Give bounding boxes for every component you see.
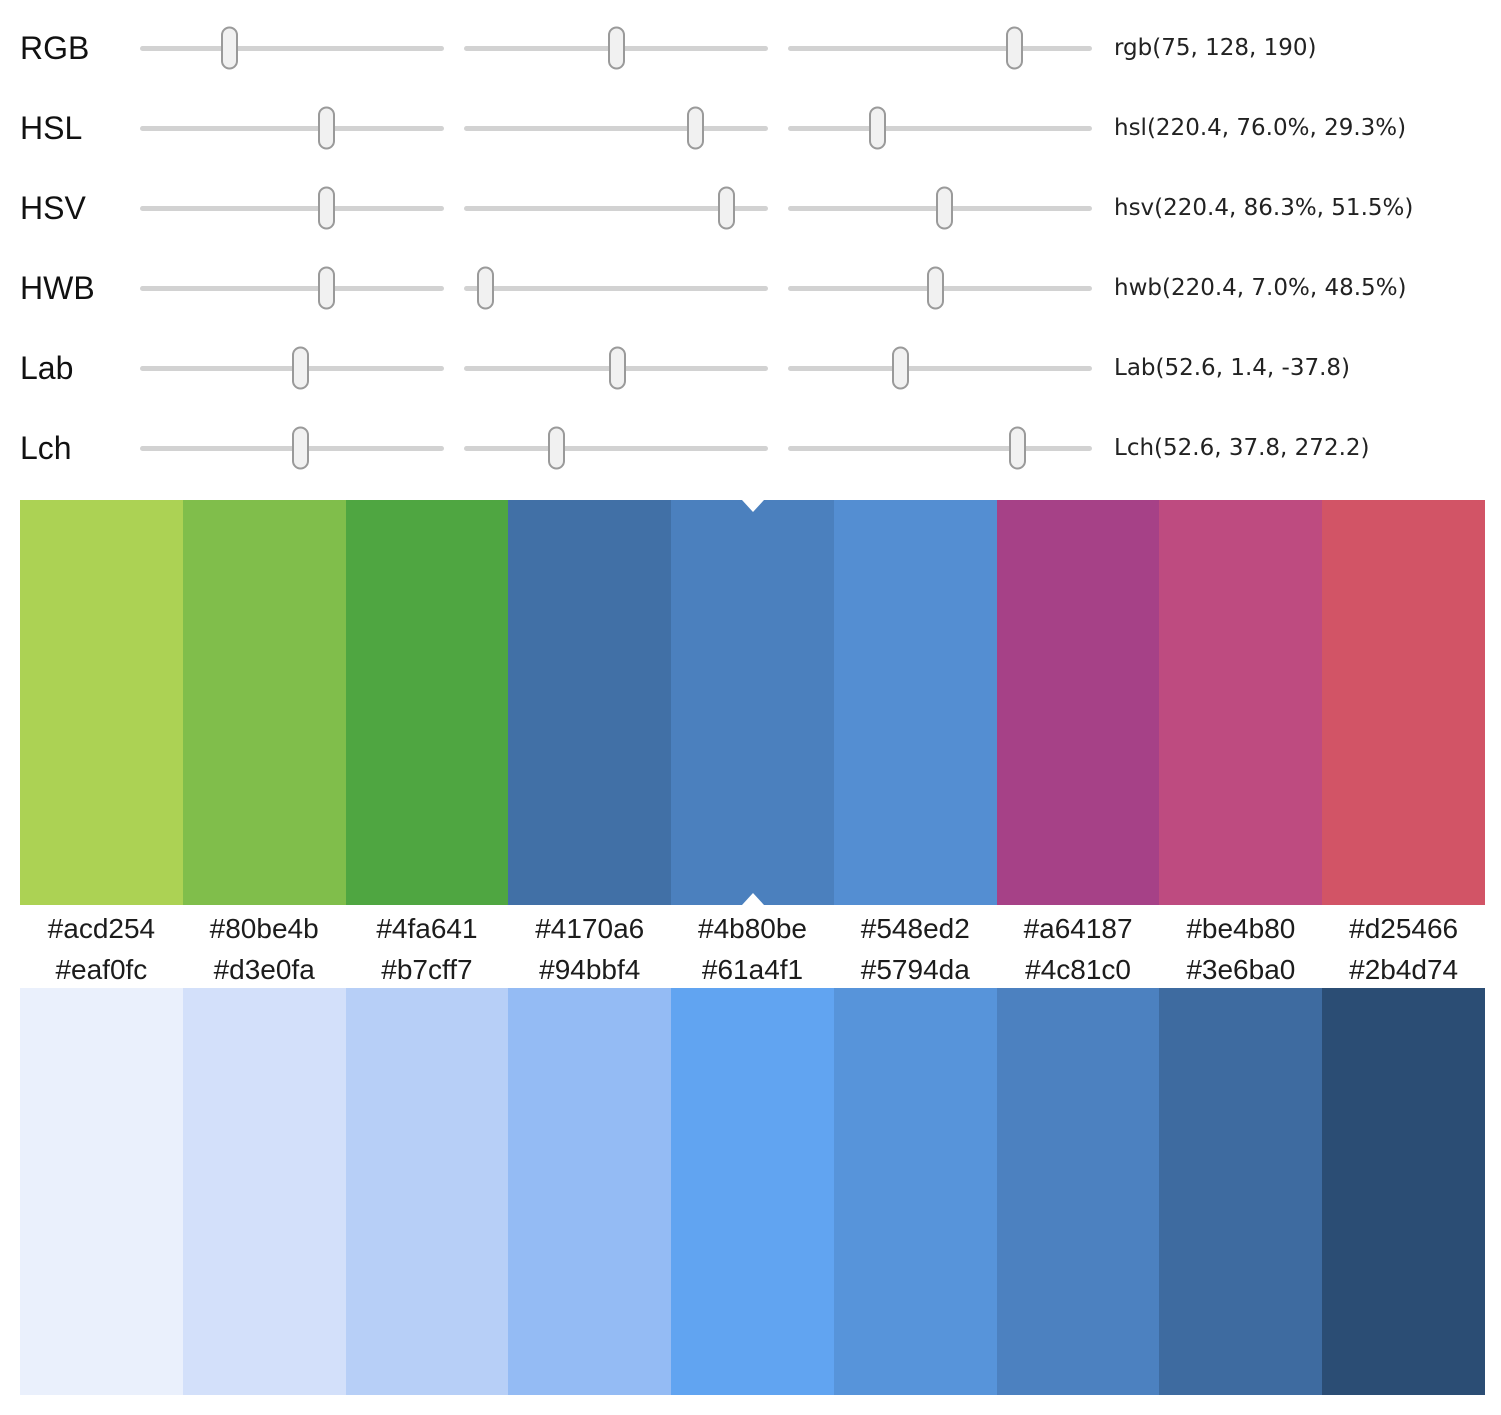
hue-hex-labels: #acd254 #80be4b #4fa641 #4170a6 #4b80be … bbox=[20, 905, 1485, 951]
hex-label: #3e6ba0 bbox=[1186, 954, 1296, 985]
hwb-label: HWB bbox=[20, 269, 95, 306]
slider-handle[interactable] bbox=[292, 426, 309, 470]
bottom-margin bbox=[0, 1395, 1501, 1415]
lch-slider-1[interactable] bbox=[140, 425, 444, 471]
selected-marker-top-notch bbox=[741, 500, 764, 512]
hex-label: #2b4d74 bbox=[1349, 954, 1459, 985]
tint-hex-labels: #eaf0fc #d3e0fa #b7cff7 #94bbf4 #61a4f1 … bbox=[20, 951, 1485, 988]
hex-label: #d25466 bbox=[1349, 913, 1459, 944]
hex-label: #eaf0fc bbox=[55, 954, 148, 985]
lch-slider-2[interactable] bbox=[464, 425, 768, 471]
slider-handle[interactable] bbox=[317, 266, 335, 310]
hex-label: #4170a6 bbox=[535, 913, 645, 944]
tint-scale-strip bbox=[20, 988, 1486, 1395]
hex-label: #be4b80 bbox=[1186, 913, 1296, 944]
hsl-label: HSL bbox=[20, 109, 83, 146]
hex-label: #acd254 bbox=[47, 913, 156, 944]
tint-swatch[interactable] bbox=[1322, 988, 1486, 1395]
rgb-slider-3[interactable] bbox=[788, 25, 1092, 71]
hex-label: #80be4b bbox=[209, 913, 319, 944]
hex-label: #b7cff7 bbox=[381, 954, 473, 985]
slider-handle[interactable] bbox=[548, 426, 566, 470]
hsv-slider-3[interactable] bbox=[788, 185, 1092, 231]
hue-swatch[interactable] bbox=[345, 500, 509, 905]
hue-swatch[interactable] bbox=[20, 500, 183, 905]
hsl-slider-3[interactable] bbox=[788, 105, 1092, 151]
slider-row-lab: Lab Lab(52.6, 1.4, -37.8) bbox=[20, 328, 1481, 408]
hue-swatch[interactable] bbox=[996, 500, 1160, 905]
tint-swatch[interactable] bbox=[182, 988, 346, 1395]
slider-handle[interactable] bbox=[717, 186, 735, 230]
slider-handle[interactable] bbox=[292, 346, 309, 390]
slider-handle[interactable] bbox=[1009, 426, 1027, 470]
hue-palette-strip bbox=[20, 500, 1486, 905]
color-sliders-panel: RGB rgb(75, 128, 190) HSL hsl(220.4, 76.… bbox=[0, 0, 1501, 488]
slider-handle[interactable] bbox=[317, 106, 335, 150]
tint-swatch[interactable] bbox=[20, 988, 183, 1395]
slider-handle[interactable] bbox=[317, 186, 335, 230]
rgb-slider-2[interactable] bbox=[464, 25, 768, 71]
hwb-slider-1[interactable] bbox=[140, 265, 444, 311]
hue-swatch[interactable] bbox=[833, 500, 997, 905]
hwb-slider-2[interactable] bbox=[464, 265, 768, 311]
hsv-slider-2[interactable] bbox=[464, 185, 768, 231]
slider-handle[interactable] bbox=[1005, 26, 1023, 70]
lab-slider-1[interactable] bbox=[140, 345, 444, 391]
hue-swatch[interactable] bbox=[182, 500, 346, 905]
slider-row-hsv: HSV hsv(220.4, 86.3%, 51.5%) bbox=[20, 168, 1481, 248]
lch-slider-3[interactable] bbox=[788, 425, 1092, 471]
slider-handle[interactable] bbox=[936, 186, 954, 230]
tint-swatch[interactable] bbox=[671, 988, 834, 1395]
hue-swatch[interactable] bbox=[508, 500, 672, 905]
tint-swatch[interactable] bbox=[833, 988, 997, 1395]
tint-swatch[interactable] bbox=[345, 988, 509, 1395]
slider-handle[interactable] bbox=[926, 266, 944, 310]
slider-row-rgb: RGB rgb(75, 128, 190) bbox=[20, 8, 1481, 88]
hue-swatch[interactable] bbox=[1159, 500, 1323, 905]
hue-swatch[interactable] bbox=[1322, 500, 1486, 905]
hex-label: #548ed2 bbox=[860, 913, 970, 944]
hex-label: #94bbf4 bbox=[539, 954, 641, 985]
slider-handle[interactable] bbox=[220, 26, 238, 70]
selected-marker-bottom-notch bbox=[741, 893, 764, 905]
hsl-slider-2[interactable] bbox=[464, 105, 768, 151]
hsv-label: HSV bbox=[20, 189, 86, 226]
slider-handle[interactable] bbox=[608, 26, 626, 70]
slider-handle[interactable] bbox=[891, 346, 909, 390]
rgb-label: RGB bbox=[20, 29, 90, 66]
hex-label: #4b80be bbox=[698, 913, 808, 944]
hex-label: #4c81c0 bbox=[1025, 954, 1132, 985]
hsv-slider-1[interactable] bbox=[140, 185, 444, 231]
hsl-slider-1[interactable] bbox=[140, 105, 444, 151]
slider-row-lch: Lch Lch(52.6, 37.8, 272.2) bbox=[20, 408, 1481, 488]
slider-row-hsl: HSL hsl(220.4, 76.0%, 29.3%) bbox=[20, 88, 1481, 168]
hex-label: #a64187 bbox=[1023, 913, 1133, 944]
slider-row-hwb: HWB hwb(220.4, 7.0%, 48.5%) bbox=[20, 248, 1481, 328]
hsl-value-text: hsl(220.4, 76.0%, 29.3%) bbox=[1114, 115, 1407, 141]
hex-label: #5794da bbox=[860, 954, 970, 985]
lab-value-text: Lab(52.6, 1.4, -37.8) bbox=[1114, 355, 1350, 381]
hwb-value-text: hwb(220.4, 7.0%, 48.5%) bbox=[1114, 275, 1407, 301]
slider-handle[interactable] bbox=[608, 346, 626, 390]
hex-label: #61a4f1 bbox=[701, 954, 804, 985]
hue-swatch-selected[interactable] bbox=[671, 500, 834, 905]
lch-value-text: Lch(52.6, 37.8, 272.2) bbox=[1114, 435, 1370, 461]
hex-label: #d3e0fa bbox=[213, 954, 315, 985]
slider-handle[interactable] bbox=[686, 106, 704, 150]
hsv-value-text: hsv(220.4, 86.3%, 51.5%) bbox=[1114, 195, 1414, 221]
rgb-slider-1[interactable] bbox=[140, 25, 444, 71]
slider-handle[interactable] bbox=[868, 106, 886, 150]
hwb-slider-3[interactable] bbox=[788, 265, 1092, 311]
rgb-value-text: rgb(75, 128, 190) bbox=[1114, 35, 1317, 61]
tint-swatch[interactable] bbox=[996, 988, 1160, 1395]
lab-slider-3[interactable] bbox=[788, 345, 1092, 391]
tint-swatch[interactable] bbox=[1159, 988, 1323, 1395]
lch-label: Lch bbox=[20, 429, 72, 466]
slider-handle[interactable] bbox=[476, 266, 494, 310]
lab-label: Lab bbox=[20, 349, 74, 386]
hex-label: #4fa641 bbox=[376, 913, 478, 944]
tint-swatch[interactable] bbox=[508, 988, 672, 1395]
lab-slider-2[interactable] bbox=[464, 345, 768, 391]
